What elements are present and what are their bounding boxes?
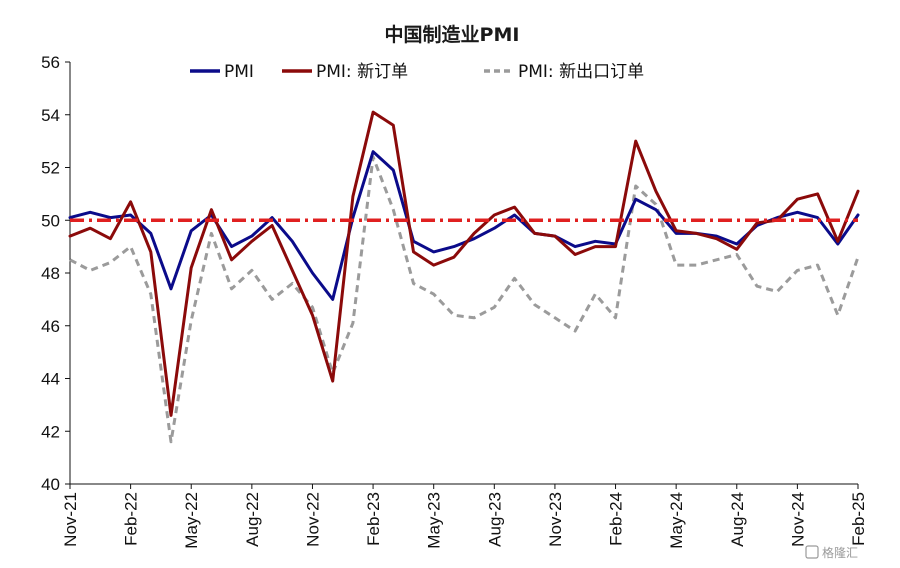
legend-label-pmi: PMI (224, 62, 254, 82)
y-tick-label: 48 (41, 264, 60, 283)
axes: 40 42 44 46 48 50 52 54 56 Nov-21 Feb-22 May-22 Aug-… (41, 53, 868, 549)
x-tick-label: Feb-22 (122, 492, 141, 546)
watermark: 格隆汇 (805, 545, 858, 560)
series-line-2 (69, 155, 860, 444)
x-tick-label: Feb-23 (364, 492, 383, 546)
y-tick-label: 40 (41, 475, 60, 494)
watermark-logo-icon (805, 545, 819, 559)
series-layer (68, 110, 860, 444)
x-tick-label: Nov-21 (61, 492, 80, 547)
legend: PMI PMI: 新订单 PMI: 新出口订单 (190, 62, 644, 82)
x-tick-label: Feb-24 (607, 492, 626, 546)
y-tick-label: 52 (41, 159, 60, 178)
y-tick-label: 56 (41, 53, 60, 72)
x-tick-label: Aug-23 (485, 492, 504, 547)
legend-label-new-orders: PMI: 新订单 (316, 62, 408, 82)
y-tick-label: 54 (41, 106, 60, 125)
x-tick-label: Nov-22 (303, 492, 322, 547)
y-tick-label: 50 (41, 211, 60, 230)
watermark-text: 格隆汇 (822, 545, 858, 560)
x-tick-label: Aug-24 (728, 492, 747, 547)
y-tick-label: 46 (41, 317, 60, 336)
series-line-1 (68, 110, 860, 417)
x-tick-label: May-24 (667, 492, 686, 549)
x-tick-label: Aug-22 (243, 492, 262, 547)
x-tick-label: Nov-23 (546, 492, 565, 547)
x-tick-label: May-22 (182, 492, 201, 549)
y-tick-label: 42 (41, 422, 60, 441)
x-tick-label: Feb-25 (849, 492, 868, 546)
chart-title: 中国制造业PMI (385, 23, 520, 46)
x-tick-label: May-23 (425, 492, 444, 549)
x-tick-label: Nov-24 (788, 492, 807, 547)
series-line-0 (68, 150, 860, 301)
y-tick-label: 44 (41, 370, 60, 389)
legend-label-new-export-orders: PMI: 新出口订单 (518, 62, 644, 82)
